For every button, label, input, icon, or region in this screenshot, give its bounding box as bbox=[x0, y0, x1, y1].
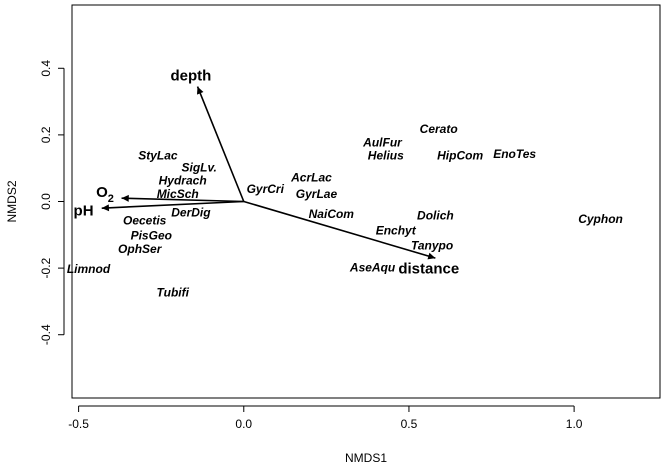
arrowhead-ph bbox=[101, 204, 110, 212]
species-label-gyrcri: GyrCri bbox=[247, 182, 285, 196]
species-label-gyrlae: GyrLae bbox=[296, 187, 338, 201]
vector-label-depth: depth bbox=[171, 68, 212, 85]
vector-label-ph: pH bbox=[74, 202, 94, 219]
y-axis: -0.4 -0.2 0.0 0.2 0.4 bbox=[39, 60, 65, 345]
species-label-limnod: Limnod bbox=[67, 262, 111, 276]
y-tick-label: 0.2 bbox=[39, 126, 53, 143]
vector-depth bbox=[196, 86, 245, 202]
y-tick-label: -0.4 bbox=[39, 324, 53, 345]
species-label-stylac: StyLac bbox=[138, 149, 178, 163]
species-label-dolich: Dolich bbox=[417, 209, 454, 223]
species-label-siglv: SigLv. bbox=[182, 160, 217, 174]
species-label-helius: Helius bbox=[368, 149, 404, 163]
x-tick-label: -0.5 bbox=[68, 417, 89, 431]
vector-label-o2: O2 bbox=[96, 184, 114, 205]
species-label-cyphon: Cyphon bbox=[578, 212, 623, 226]
vector-o2 bbox=[121, 197, 244, 203]
species-label-micsch: MicSch bbox=[157, 187, 199, 201]
x-tick-label: 1.0 bbox=[566, 417, 583, 431]
species-label-hydrach: Hydrach bbox=[159, 174, 207, 188]
species-label-tanypo: Tanypo bbox=[411, 239, 453, 253]
y-tick-label: 0.0 bbox=[39, 193, 53, 210]
vector-ph bbox=[101, 200, 244, 209]
arrowhead-o2 bbox=[121, 194, 129, 202]
vector-label-subscript: 2 bbox=[108, 193, 114, 205]
plot-frame bbox=[71, 4, 661, 399]
species-label-ophser: OphSer bbox=[118, 242, 163, 256]
species-label-enotes: EnoTes bbox=[493, 147, 536, 161]
species-label-aseaqu: AseAqu bbox=[349, 260, 396, 274]
species-label-acrlac: AcrLac bbox=[290, 170, 332, 184]
x-axis-title: NMDS1 bbox=[345, 451, 387, 465]
species-label-cerato: Cerato bbox=[420, 122, 458, 136]
x-tick-label: 0.5 bbox=[401, 417, 418, 431]
species-label-pisgeo: PisGeo bbox=[131, 229, 172, 243]
species-label-hipcom: HipCom bbox=[437, 149, 483, 163]
species-label-naicom: NaiCom bbox=[309, 207, 355, 221]
y-tick-label: 0.4 bbox=[39, 60, 53, 77]
x-axis: -0.5 0.0 0.5 1.0 bbox=[68, 405, 583, 431]
y-axis-title: NMDS2 bbox=[5, 180, 19, 222]
species-label-derdig: DerDig bbox=[171, 205, 211, 219]
y-tick-label: -0.2 bbox=[39, 257, 53, 278]
species-label-tubifi: Tubifi bbox=[157, 285, 190, 299]
species-label-aulfur: AulFur bbox=[362, 135, 403, 149]
vector-distance bbox=[243, 200, 436, 259]
x-tick-label: 0.0 bbox=[235, 417, 252, 431]
arrowhead-depth bbox=[196, 86, 204, 95]
arrowhead-distance bbox=[427, 252, 436, 260]
species-label-oecetis: Oecetis bbox=[123, 214, 167, 228]
species-label-enchyt: Enchyt bbox=[376, 224, 417, 238]
vector-label-distance: distance bbox=[398, 261, 459, 278]
